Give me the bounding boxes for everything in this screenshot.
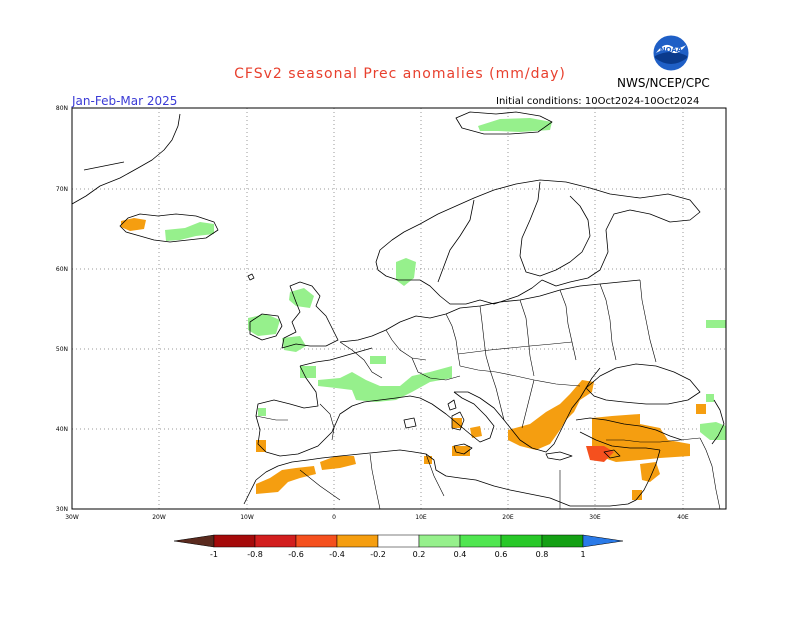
- colorbar-tick-label: -0.4: [329, 550, 345, 559]
- anomaly-svalbard: [478, 118, 552, 132]
- colorbar-bin: [418, 534, 461, 548]
- anomaly-morocco: [256, 466, 316, 494]
- initial-conditions: Initial conditions: 10Oct2024-10Oct2024: [496, 96, 700, 107]
- anomaly-caucasus: [700, 422, 726, 440]
- svg-text:NOAA: NOAA: [660, 46, 683, 54]
- anomaly-france-west: [300, 366, 316, 378]
- lon-label: 20E: [502, 514, 514, 521]
- colorbar-bin: [541, 534, 584, 548]
- colorbar-bin: [500, 534, 543, 548]
- colorbar-tick-label: 0.6: [495, 550, 508, 559]
- lon-label: 30W: [65, 514, 79, 521]
- lon-label: 30E: [589, 514, 601, 521]
- lon-label: 0: [332, 514, 336, 521]
- colorbar-bin: [336, 534, 379, 548]
- forecast-period: Jan-Feb-Mar 2025: [72, 94, 178, 108]
- anomaly-norway: [396, 258, 416, 286]
- colorbar-bin: [459, 534, 502, 548]
- colorbar-bin: [213, 534, 256, 548]
- anomaly-pyrenees: [318, 366, 452, 402]
- lat-label: 70N: [56, 186, 68, 193]
- colorbar-arrow-high: [582, 534, 624, 548]
- latitude-labels: 80N 70N 60N 50N 40N 30N: [56, 105, 68, 513]
- lon-label: 10E: [415, 514, 427, 521]
- lat-label: 80N: [56, 105, 68, 112]
- agency-label: NWS/NCEP/CPC: [617, 76, 710, 90]
- colorbar-tick-label: 0.2: [413, 550, 426, 559]
- anomaly-wales: [282, 336, 306, 352]
- lat-label: 30N: [56, 506, 68, 513]
- colorbar-tick-label: 0.4: [454, 550, 467, 559]
- lon-label: 40E: [677, 514, 689, 521]
- colorbar-bin: [254, 534, 297, 548]
- coastlines: [71, 111, 725, 507]
- anomaly-scotland: [289, 288, 314, 308]
- colorbar-tick-label: -1: [210, 550, 218, 559]
- anomaly-anatolia-n: [696, 404, 706, 414]
- anomaly-eastern-med: [586, 446, 614, 462]
- map-title: CFSv2 seasonal Prec anomalies (mm/day): [234, 66, 566, 82]
- anomaly-sicily: [452, 446, 470, 456]
- colorbar-tick-label: 0.8: [536, 550, 549, 559]
- anomaly-caspian: [706, 394, 714, 402]
- lat-label: 50N: [56, 346, 68, 353]
- anomaly-iceland-sw: [121, 218, 146, 231]
- lon-label: 10W: [240, 514, 254, 521]
- map-frame: [71, 107, 727, 510]
- longitude-labels: 30W 20W 10W 0 10E 20E 30E 40E: [65, 514, 689, 521]
- noaa-logo-icon: NOAA: [652, 34, 690, 72]
- colorbar-arrow-low: [173, 534, 215, 548]
- lat-label: 40N: [56, 426, 68, 433]
- colorbar-bin: [377, 534, 420, 548]
- colorbar-tick-label: -0.8: [247, 550, 263, 559]
- country-borders: [255, 279, 721, 510]
- anomaly-calabria: [470, 426, 482, 438]
- colorbar-tick-label: -0.2: [370, 550, 386, 559]
- anomaly-spain-east: [258, 408, 266, 416]
- anomaly-iceland-east: [165, 222, 214, 241]
- colorbar-tick-label: -0.6: [288, 550, 304, 559]
- lon-label: 20W: [152, 514, 166, 521]
- colorbar: -1 -0.8 -0.6 -0.4 -0.2 0.2 0.4 0.6 0.8 1: [173, 534, 624, 559]
- lat-label: 60N: [56, 266, 68, 273]
- anomaly-urals: [706, 320, 726, 328]
- anomaly-greece: [508, 380, 594, 450]
- colorbar-bin: [295, 534, 338, 548]
- anomaly-sinai: [632, 490, 642, 500]
- anomaly-ireland: [248, 314, 280, 336]
- anomaly-algeria: [320, 456, 356, 470]
- colorbar-tick-label: 1: [580, 550, 585, 559]
- anomaly-turkey: [592, 414, 690, 462]
- anomaly-france-center: [370, 356, 386, 364]
- anomaly-shading: [121, 118, 726, 500]
